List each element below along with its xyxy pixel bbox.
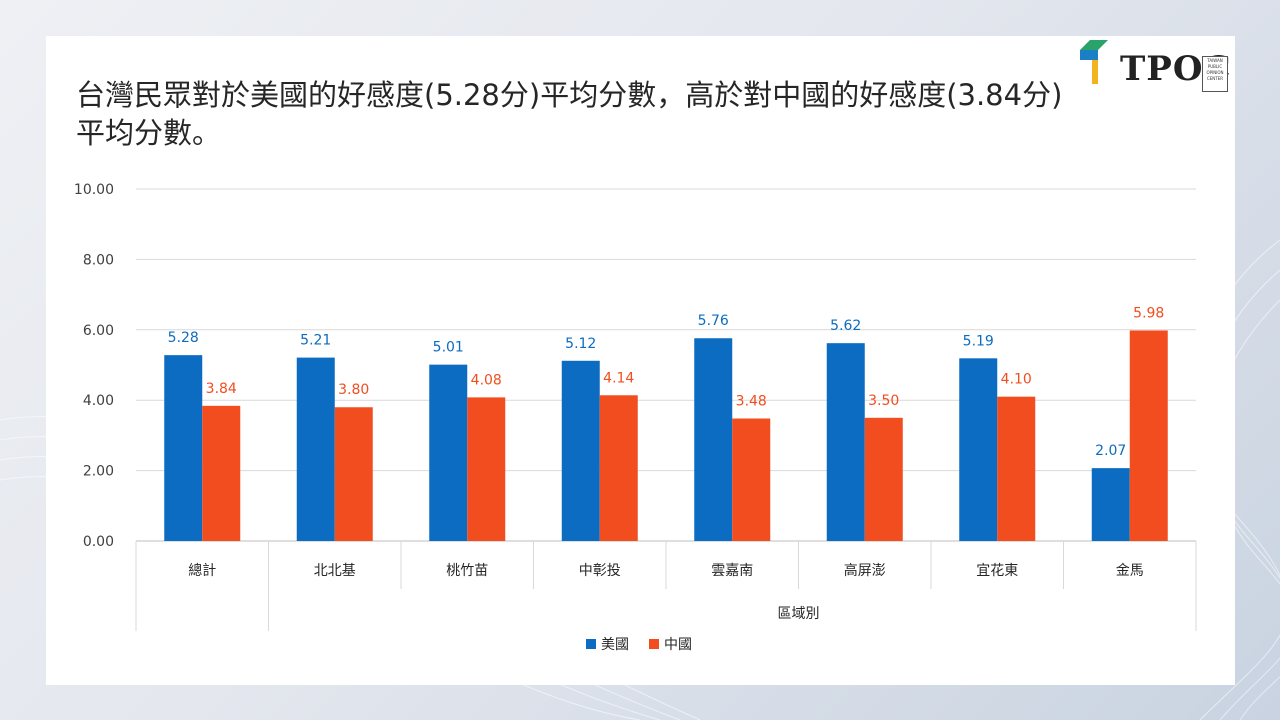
data-label-china: 4.08 [471,372,502,388]
bar-usa [296,357,335,541]
bar-usa [694,338,733,541]
data-label-usa: 5.21 [300,333,331,349]
bar-usa [561,360,600,541]
data-label-usa: 5.62 [830,318,861,334]
y-tick-label: 10.00 [74,182,114,198]
legend-swatch-china [649,639,659,649]
data-label-china: 5.98 [1133,306,1164,322]
data-label-china: 3.48 [736,394,767,410]
data-label-usa: 5.01 [433,340,464,356]
bar-china [202,405,241,541]
bar-usa [429,364,468,541]
data-label-usa: 5.76 [698,313,729,329]
bar-china [997,396,1036,541]
legend-label-usa: 美國 [601,637,629,653]
category-label: 宜花東 [976,563,1018,579]
legend-label-china: 中國 [664,637,692,653]
bar-usa [826,343,865,541]
category-label: 高屏澎 [844,562,886,579]
bar-chart: 0.00 2.00 4.00 6.00 8.00 10.00 總計 5.28 3.84 北北基 5.… [74,182,1197,653]
data-label-usa: 5.28 [168,330,199,346]
x-axis-title: 區域別 [778,606,820,622]
category-label: 金馬 [1116,563,1144,579]
tpoc-logo-mark [1080,40,1108,84]
bar-china [334,407,373,541]
bar-china [467,397,506,541]
bar-usa [959,358,998,541]
data-label-china: 3.84 [206,381,237,397]
category-label: 總計 [188,562,216,579]
y-tick-label: 2.00 [83,464,114,480]
bar-china [732,418,771,541]
data-label-china: 3.80 [338,382,369,398]
data-label-china: 4.14 [603,370,634,386]
y-tick-label: 6.00 [83,323,114,339]
y-tick-label: 0.00 [83,534,114,550]
category-label: 雲嘉南 [711,563,753,579]
category-label: 中彰投 [579,562,621,579]
legend-swatch-usa [586,639,596,649]
category-label: 桃竹苗 [446,563,488,579]
bar-usa [164,355,203,541]
slide-card: 台灣民眾對於美國的好感度(5.28分)平均分數，高於對中國的好感度(3.84分)… [46,36,1235,685]
data-label-china: 3.50 [868,393,899,409]
data-label-china: 4.10 [1001,372,1032,388]
y-tick-label: 4.00 [83,393,114,409]
tpoc-logo-subtext: TAIWAN PUBLIC OPINION CENTER [1202,56,1228,92]
slide-title: 台灣民眾對於美國的好感度(5.28分)平均分數，高於對中國的好感度(3.84分)… [76,78,1063,150]
bar-china [864,417,903,541]
bar-china [599,395,638,541]
y-tick-label: 8.00 [83,252,114,268]
category-label: 北北基 [314,562,356,579]
data-label-usa: 5.19 [963,333,994,349]
data-label-usa: 2.07 [1095,443,1126,459]
data-label-usa: 5.12 [565,336,596,352]
bar-china [1129,330,1168,541]
bar-usa [1091,468,1130,541]
